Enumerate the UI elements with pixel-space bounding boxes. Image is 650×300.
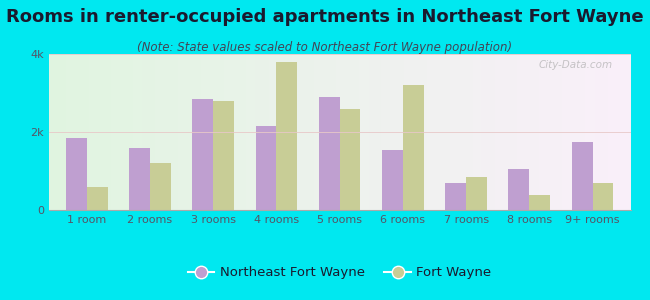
Bar	[318, 97, 340, 210]
Bar	[192, 99, 213, 210]
Bar	[403, 85, 424, 210]
Bar	[129, 148, 150, 210]
Text: City-Data.com: City-Data.com	[539, 60, 613, 70]
Bar	[255, 126, 276, 210]
Bar	[382, 150, 403, 210]
Bar	[529, 195, 550, 210]
Bar	[445, 183, 466, 210]
Text: Rooms in renter-occupied apartments in Northeast Fort Wayne: Rooms in renter-occupied apartments in N…	[6, 8, 644, 26]
Text: (Note: State values scaled to Northeast Fort Wayne population): (Note: State values scaled to Northeast …	[137, 40, 513, 53]
Bar	[66, 138, 86, 210]
Bar	[150, 163, 171, 210]
Bar	[276, 62, 297, 210]
Bar	[572, 142, 593, 210]
Bar	[213, 101, 234, 210]
Bar	[466, 177, 487, 210]
Bar	[86, 187, 107, 210]
Bar	[508, 169, 529, 210]
Bar	[339, 109, 361, 210]
Legend: Northeast Fort Wayne, Fort Wayne: Northeast Fort Wayne, Fort Wayne	[183, 261, 497, 284]
Bar	[593, 184, 614, 210]
